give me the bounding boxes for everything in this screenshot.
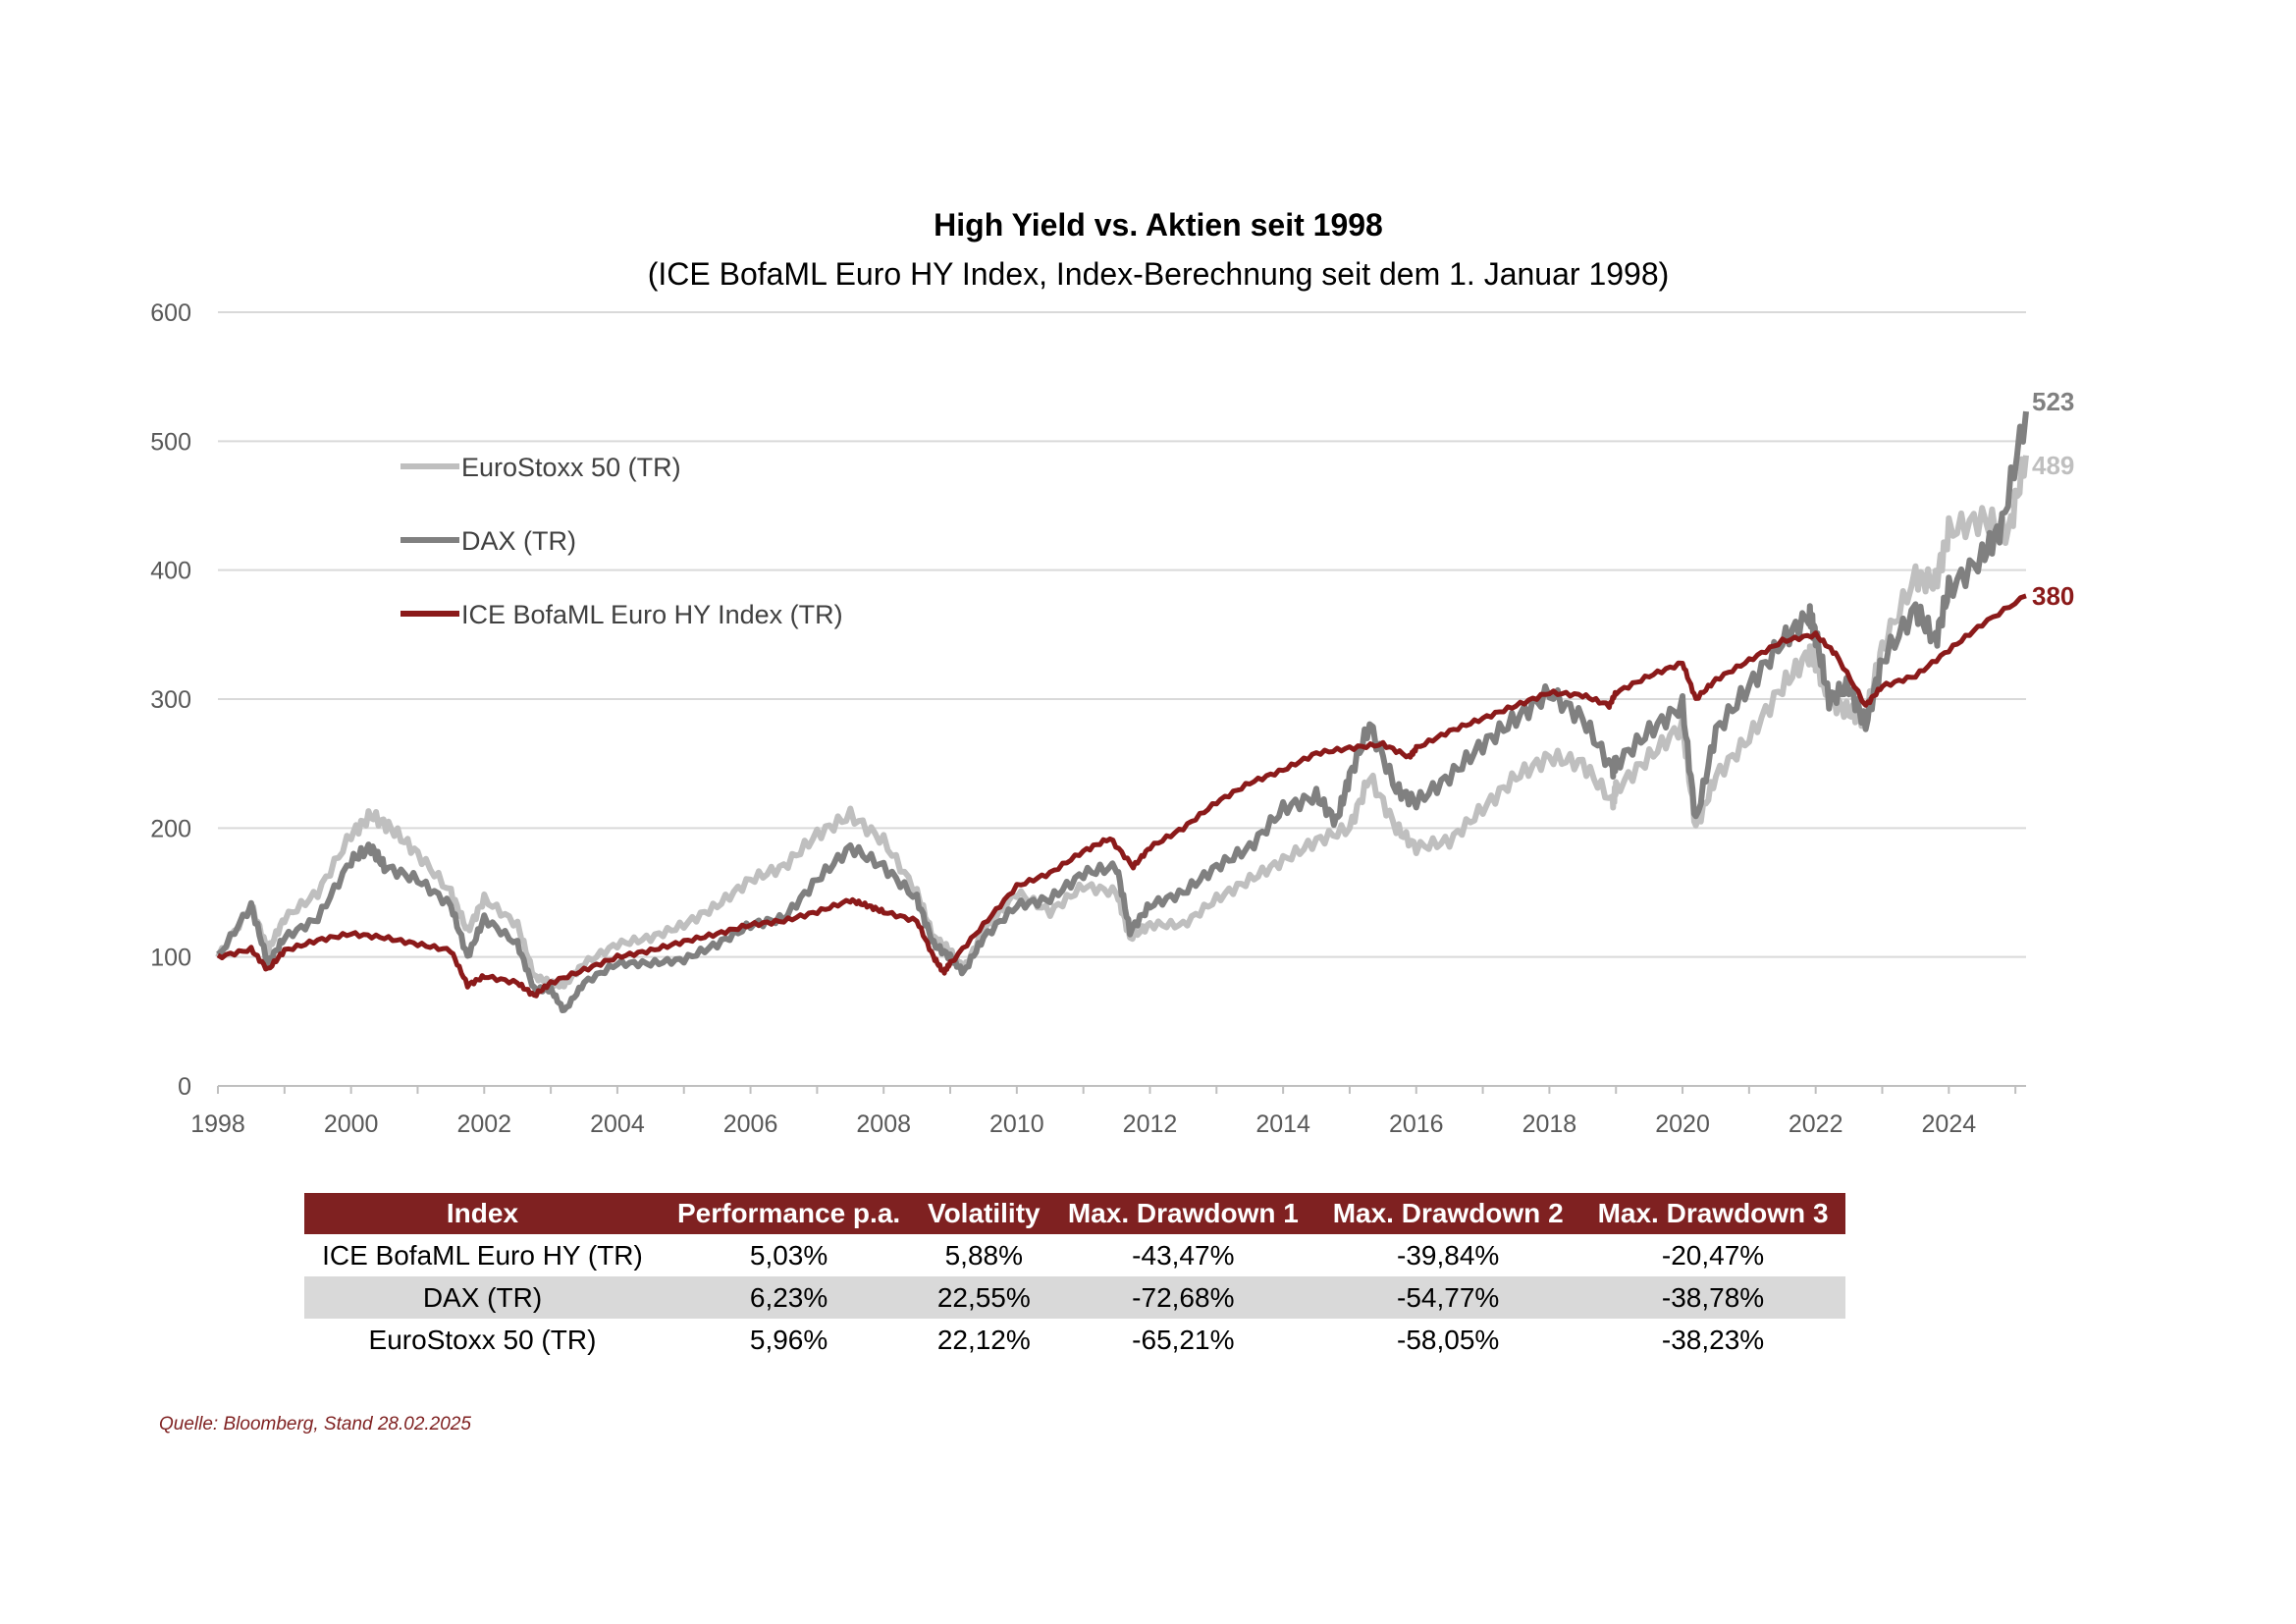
chart-title: High Yield vs. Aktien seit 1998 [934,207,1383,243]
series-line-1 [216,410,2029,1013]
chart-subtitle: (ICE BofaML Euro HY Index, Index-Berechn… [648,256,1670,292]
table-cell: -54,77% [1315,1276,1581,1319]
table-row: DAX (TR) 6,23% 22,55% -72,68% -54,77% -38,78% [304,1276,1845,1319]
table-cell: -38,23% [1661,1324,1765,1355]
table-cell: EuroStoxx 50 (TR) [368,1324,597,1355]
table-cell: 5,88% [944,1239,1023,1271]
y-tick-label: 500 [150,428,191,456]
x-tick-label: 2010 [989,1110,1044,1138]
table-cell: DAX (TR) [304,1276,661,1319]
column-header: Max. Drawdown 1 [1050,1193,1316,1234]
column-header: Performance p.a. [660,1193,918,1234]
table-cell: -20,47% [1661,1239,1765,1271]
y-tick-label: 200 [150,815,191,842]
x-tick-label: 2014 [1255,1110,1310,1138]
x-tick-label: 1998 [190,1110,245,1138]
stats-table: Index Performance p.a. Volatility Max. Draw… [304,1193,1845,1361]
x-tick-label: 2006 [723,1110,778,1138]
x-tick-label: 2022 [1789,1110,1843,1138]
table-cell: -65,21% [1132,1324,1235,1355]
y-tick-label: 100 [150,945,191,972]
table-row: EuroStoxx 50 (TR) 5,96% 22,12% -65,21% -58,0… [304,1319,1845,1361]
table-cell: -43,47% [1132,1239,1235,1271]
x-tick-label: 2012 [1123,1110,1178,1138]
x-tick-label: 2018 [1522,1110,1577,1138]
x-tick-label: 2020 [1655,1110,1710,1138]
x-tick-label: 2004 [590,1110,645,1138]
table-cell: -58,05% [1397,1324,1500,1355]
y-tick-label: 400 [150,558,191,585]
table-cell: 5,96% [749,1324,828,1355]
table-cell: -39,84% [1397,1239,1500,1271]
x-tick-label: 2002 [456,1110,511,1138]
x-tick-label: 2008 [856,1110,911,1138]
table-cell: 5,03% [749,1239,828,1271]
series-line-0 [215,455,2029,990]
series-line-2 [216,593,2027,999]
column-header: Volatility [917,1193,1051,1234]
end-value-label: 380 [2032,581,2074,611]
table-cell: ICE BofaML Euro HY (TR) [322,1239,643,1271]
y-tick-label: 0 [178,1073,191,1101]
table-header-row: Index Performance p.a. Volatility Max. Draw… [304,1193,1845,1234]
table-cell: 6,23% [660,1276,918,1319]
column-header: Max. Drawdown 3 [1580,1193,1845,1234]
source-note: Quelle: Bloomberg, Stand 28.02.2025 [159,1414,471,1435]
legend-label: ICE BofaML Euro HY Index (TR) [461,600,843,629]
end-value-label: 489 [2032,451,2074,480]
table-row: ICE BofaML Euro HY (TR) 5,03% 5,88% -43,47%… [304,1234,1845,1276]
column-header: Max. Drawdown 2 [1315,1193,1581,1234]
legend-label: EuroStoxx 50 (TR) [461,453,681,482]
y-tick-label: 300 [150,686,191,714]
legend-label: DAX (TR) [461,526,576,556]
x-tick-label: 2000 [324,1110,379,1138]
x-tick-label: 2024 [1922,1110,1977,1138]
x-tick-label: 2016 [1389,1110,1444,1138]
end-value-label: 523 [2032,387,2074,416]
table-cell: -38,78% [1580,1276,1845,1319]
column-header: Index [304,1193,661,1234]
table-cell: 22,12% [936,1324,1031,1355]
y-tick-label: 600 [150,299,191,327]
table-cell: 22,55% [917,1276,1051,1319]
table-cell: -72,68% [1050,1276,1316,1319]
